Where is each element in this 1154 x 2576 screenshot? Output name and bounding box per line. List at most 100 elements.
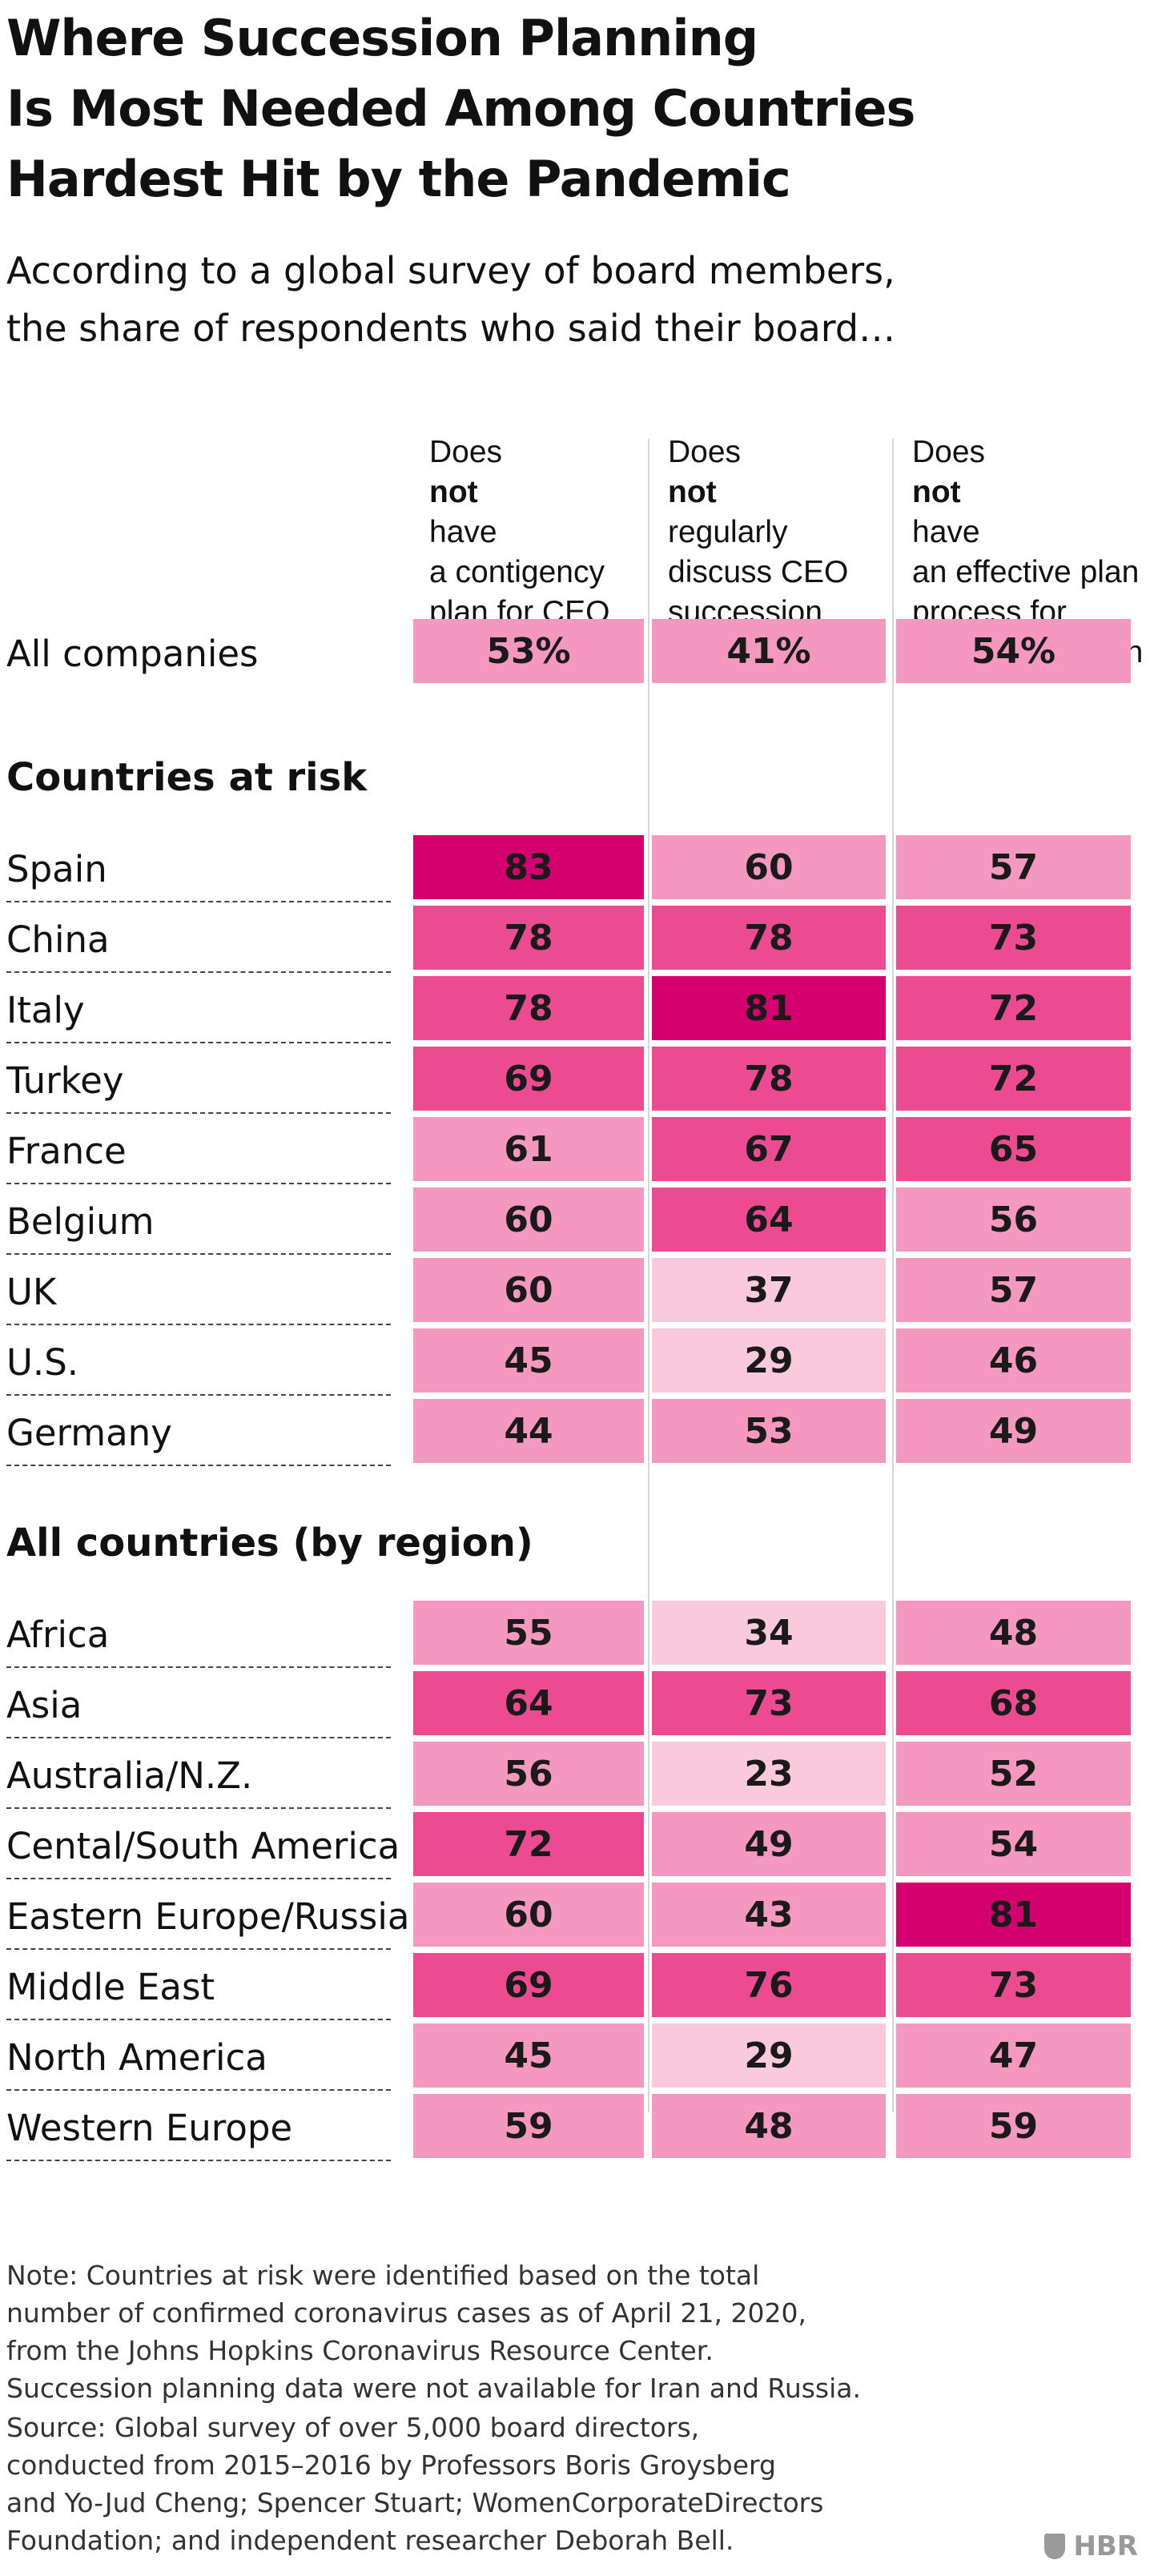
row-separator (6, 1666, 391, 1668)
table-cell: 45 (413, 1328, 644, 1392)
table-cell: 49 (896, 1399, 1131, 1463)
header-text: an effective plan (912, 555, 1140, 589)
table-cell: 49 (652, 1812, 886, 1876)
row-label-all-companies: All companies (6, 633, 259, 675)
title-line: Is Most Needed Among Countries (6, 79, 915, 138)
chart-source: Source: Global survey of over 5,000 boar… (6, 2409, 1047, 2559)
row-label: Turkey (6, 1059, 124, 1102)
chart-note: Note: Countries at risk were identified … (6, 2257, 1047, 2407)
row-label: Eastern Europe/Russia (6, 1895, 410, 1938)
table-cell: 73 (896, 906, 1131, 970)
header-text: regularly (668, 515, 788, 549)
table-cell: 47 (896, 2023, 1131, 2088)
row-label: Cental/South America (6, 1825, 400, 1867)
table-cell: 41% (652, 619, 886, 683)
note-line: Note: Countries at risk were identified … (6, 2260, 760, 2291)
table-cell: 43 (652, 1883, 886, 1947)
table-cell: 29 (652, 2023, 886, 2088)
source-line: conducted from 2015–2016 by Professors B… (6, 2449, 776, 2481)
row-label: UK (6, 1271, 57, 1313)
column-header-line: a contigency (429, 553, 669, 593)
table-cell: 72 (413, 1812, 644, 1876)
row-label: China (6, 918, 110, 961)
row-separator (6, 1807, 391, 1809)
table-cell: 81 (896, 1883, 1131, 1947)
table-cell: 83 (413, 835, 644, 899)
table-cell: 78 (652, 906, 886, 970)
row-label: Australia/N.Z. (6, 1754, 253, 1797)
table-cell: 54% (896, 619, 1131, 683)
table-cell: 78 (413, 976, 644, 1040)
table-cell: 73 (652, 1671, 886, 1735)
header-text: have (912, 515, 980, 549)
header-text: Does (912, 435, 986, 469)
table-cell: 64 (413, 1671, 644, 1735)
note-line: number of confirmed coronavirus cases as… (6, 2297, 806, 2329)
header-text: Does (668, 435, 742, 469)
chart-title: Where Succession Planning Is Most Needed… (6, 3, 1144, 215)
header-text: Does (429, 435, 503, 469)
table-cell: 46 (896, 1328, 1131, 1392)
table-cell: 60 (652, 835, 886, 899)
note-line: Succession planning data were not availa… (6, 2373, 862, 2404)
table-cell: 29 (652, 1328, 886, 1392)
section-heading: All countries (by region) (6, 1521, 533, 1565)
column-header-line: Does not have (429, 432, 669, 553)
row-separator (6, 1878, 391, 1879)
row-separator (6, 2019, 391, 2020)
header-text: not (668, 475, 717, 509)
table-cell: 67 (652, 1117, 886, 1181)
column-header-line: discuss CEO (668, 553, 908, 593)
header-text: discuss CEO (668, 555, 849, 589)
table-cell: 23 (652, 1742, 886, 1806)
header-text: have (429, 515, 497, 549)
table-cell: 60 (413, 1258, 644, 1322)
table-cell: 55 (413, 1601, 644, 1665)
column-header-line: regularly (668, 512, 908, 553)
row-label: Germany (6, 1412, 172, 1454)
source-line: and Yo-Jud Cheng; Spencer Stuart; WomenC… (6, 2487, 824, 2518)
table-cell: 78 (652, 1047, 886, 1111)
row-label: North America (6, 2036, 267, 2079)
table-cell: 57 (896, 1258, 1131, 1322)
table-cell: 72 (896, 976, 1131, 1040)
table-cell: 48 (896, 1601, 1131, 1665)
row-label: Western Europe (6, 2107, 293, 2149)
row-separator (6, 1948, 391, 1950)
subtitle-line: the share of respondents who said their … (6, 307, 896, 350)
table-cell: 48 (652, 2094, 886, 2158)
title-line: Hardest Hit by the Pandemic (6, 150, 791, 208)
table-cell: 54 (896, 1812, 1131, 1876)
table-cell: 72 (896, 1047, 1131, 1111)
logo-text: HBR (1073, 2530, 1138, 2562)
header-text: not (912, 475, 961, 509)
row-separator (6, 1737, 391, 1738)
column-header-line: an effective plan (912, 553, 1152, 593)
table-cell: 65 (896, 1117, 1131, 1181)
table-cell: 53 (652, 1399, 886, 1463)
column-header-line: Does not have (912, 432, 1152, 553)
table-cell: 76 (652, 1953, 886, 2017)
header-text: not (429, 475, 478, 509)
table-cell: 37 (652, 1258, 886, 1322)
row-label: Spain (6, 848, 107, 890)
table-cell: 57 (896, 835, 1131, 899)
row-label: Asia (6, 1684, 82, 1726)
row-label: Belgium (6, 1200, 155, 1243)
chart-subtitle: According to a global survey of board me… (6, 242, 1144, 357)
table-cell: 81 (652, 976, 886, 1040)
row-separator (6, 1394, 391, 1396)
table-cell: 44 (413, 1399, 644, 1463)
table-cell: 52 (896, 1742, 1131, 1806)
column-divider (892, 439, 894, 2112)
subtitle-line: According to a global survey of board me… (6, 249, 895, 292)
source-line: Foundation; and independent researcher D… (6, 2525, 734, 2556)
row-separator (6, 1465, 391, 1466)
row-separator (6, 2089, 391, 2091)
table-cell: 34 (652, 1601, 886, 1665)
row-separator (6, 1253, 391, 1255)
row-separator (6, 2160, 391, 2161)
row-separator (6, 1324, 391, 1325)
table-cell: 56 (413, 1742, 644, 1806)
row-label: Africa (6, 1614, 110, 1656)
